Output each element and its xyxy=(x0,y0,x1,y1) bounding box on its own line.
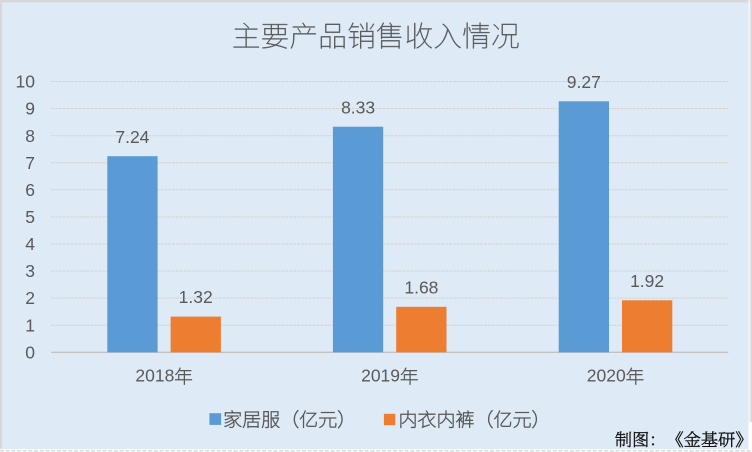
svg-text:6: 6 xyxy=(25,180,35,200)
svg-text:2018: 2018 xyxy=(135,366,174,386)
svg-text:9.27: 9.27 xyxy=(567,72,601,92)
svg-text:0: 0 xyxy=(25,342,35,362)
svg-text:1.92: 1.92 xyxy=(630,271,664,291)
svg-text:2019: 2019 xyxy=(361,366,400,386)
svg-text:4: 4 xyxy=(25,234,35,254)
svg-text:2: 2 xyxy=(25,288,35,308)
svg-text:3: 3 xyxy=(25,261,35,281)
svg-text:8.33: 8.33 xyxy=(341,97,375,117)
svg-text:7: 7 xyxy=(25,153,35,173)
svg-text:10: 10 xyxy=(16,72,36,92)
svg-text:2020: 2020 xyxy=(587,366,626,386)
svg-text:9: 9 xyxy=(25,99,35,119)
svg-text:5: 5 xyxy=(25,207,35,227)
svg-text:1.32: 1.32 xyxy=(179,287,213,307)
svg-text:1.68: 1.68 xyxy=(404,277,438,297)
svg-text:7.24: 7.24 xyxy=(115,127,149,147)
svg-text:1: 1 xyxy=(25,315,35,335)
svg-text:8: 8 xyxy=(25,126,35,146)
